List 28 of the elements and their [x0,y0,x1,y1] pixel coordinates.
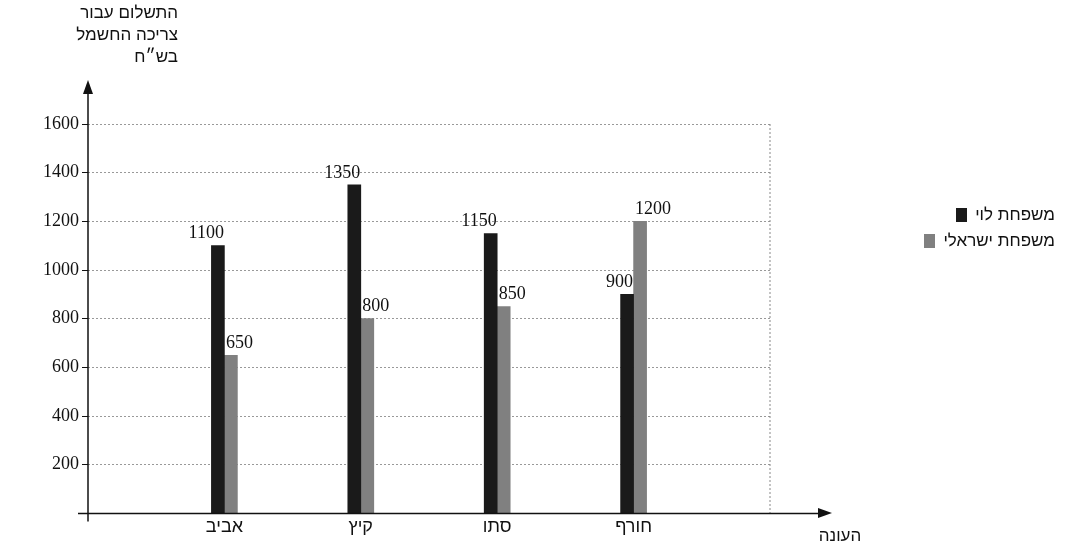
x-tick-label: חורף [615,516,653,537]
y-tick-label: 600 [52,356,79,377]
data-label: 1150 [461,210,497,231]
data-label: 850 [498,283,526,304]
y-tick-label: 1000 [43,258,79,279]
data-label: 900 [606,271,634,292]
y-tick-label: 800 [52,307,79,328]
legend-label: משפחת ישראלי [943,231,1055,251]
y-tick-label: 400 [52,404,79,425]
y-tick-label: 1600 [43,112,79,133]
data-label: 1200 [635,198,672,219]
legend-label: משפחת לוי [975,205,1055,225]
data-label: 800 [362,295,390,316]
y-tick-label: 200 [52,453,79,474]
bar [360,318,375,514]
y-tick-label: 1200 [43,210,79,231]
x-tick-label: סתו [482,516,512,537]
bar [224,354,238,514]
x-tick-label: אביב [205,516,244,537]
x-axis-title: העונה [818,525,862,545]
bar [633,221,647,514]
x-tick-label: קיץ [348,516,373,537]
data-label: 1350 [324,161,361,182]
data-label: 1100 [188,222,224,243]
y-axis-title: התשלום עבור צריכה החשמל בש״ח [75,2,178,68]
bar [496,306,511,514]
y-tick-label: 1400 [43,161,79,182]
data-label: 650 [225,331,253,352]
